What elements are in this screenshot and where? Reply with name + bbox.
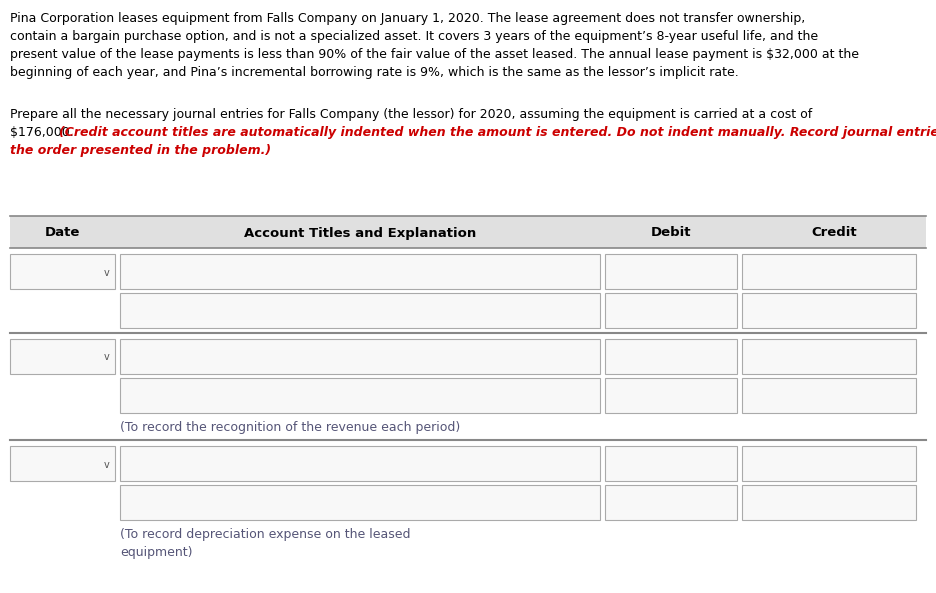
FancyBboxPatch shape — [605, 254, 737, 289]
Text: (To record the recognition of the revenue each period): (To record the recognition of the revenu… — [120, 421, 461, 434]
Text: present value of the lease payments is less than 90% of the fair value of the as: present value of the lease payments is l… — [10, 48, 859, 61]
Text: $176,000.: $176,000. — [10, 126, 78, 139]
Text: equipment): equipment) — [120, 546, 193, 559]
FancyBboxPatch shape — [742, 446, 916, 481]
FancyBboxPatch shape — [742, 485, 916, 520]
FancyBboxPatch shape — [120, 254, 600, 289]
Text: v: v — [104, 352, 110, 362]
FancyBboxPatch shape — [605, 339, 737, 374]
Text: the order presented in the problem.): the order presented in the problem.) — [10, 144, 271, 157]
Text: Debit: Debit — [651, 227, 692, 240]
FancyBboxPatch shape — [10, 339, 115, 374]
Text: Prepare all the necessary journal entries for Falls Company (the lessor) for 202: Prepare all the necessary journal entrie… — [10, 108, 812, 121]
FancyBboxPatch shape — [605, 378, 737, 413]
Text: beginning of each year, and Pina’s incremental borrowing rate is 9%, which is th: beginning of each year, and Pina’s incre… — [10, 66, 739, 79]
FancyBboxPatch shape — [605, 446, 737, 481]
Text: Credit: Credit — [812, 227, 856, 240]
FancyBboxPatch shape — [120, 378, 600, 413]
Text: Pina Corporation leases equipment from Falls Company on January 1, 2020. The lea: Pina Corporation leases equipment from F… — [10, 12, 805, 25]
FancyBboxPatch shape — [120, 339, 600, 374]
Text: (To record depreciation expense on the leased: (To record depreciation expense on the l… — [120, 528, 411, 541]
FancyBboxPatch shape — [120, 293, 600, 328]
Text: contain a bargain purchase option, and is not a specialized asset. It covers 3 y: contain a bargain purchase option, and i… — [10, 30, 818, 43]
FancyBboxPatch shape — [120, 485, 600, 520]
FancyBboxPatch shape — [742, 378, 916, 413]
FancyBboxPatch shape — [605, 293, 737, 328]
Text: (Credit account titles are automatically indented when the amount is entered. Do: (Credit account titles are automatically… — [59, 126, 936, 139]
FancyBboxPatch shape — [742, 339, 916, 374]
FancyBboxPatch shape — [10, 216, 926, 248]
Text: v: v — [104, 460, 110, 470]
FancyBboxPatch shape — [742, 254, 916, 289]
FancyBboxPatch shape — [10, 254, 115, 289]
FancyBboxPatch shape — [605, 485, 737, 520]
Text: Account Titles and Explanation: Account Titles and Explanation — [244, 227, 476, 240]
Text: v: v — [104, 267, 110, 278]
FancyBboxPatch shape — [120, 446, 600, 481]
FancyBboxPatch shape — [10, 446, 115, 481]
Text: Date: Date — [45, 227, 80, 240]
FancyBboxPatch shape — [742, 293, 916, 328]
